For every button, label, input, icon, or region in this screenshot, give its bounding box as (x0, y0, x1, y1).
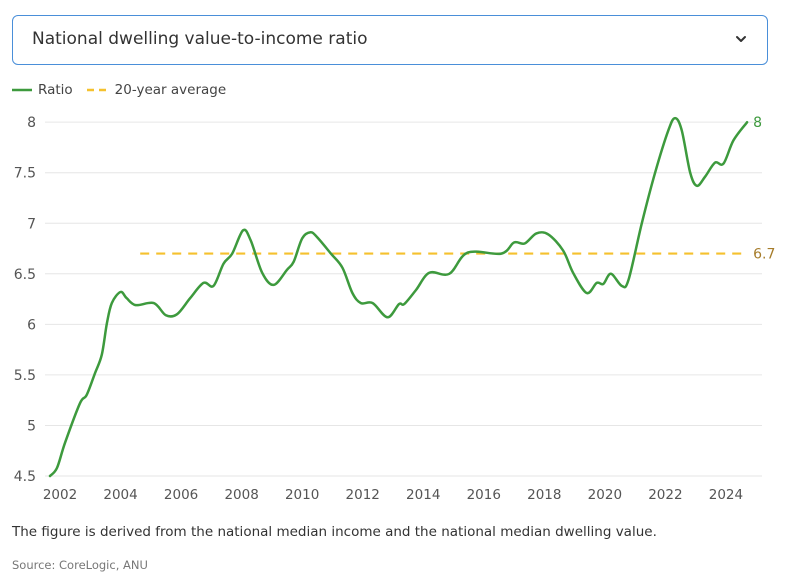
y-tick-label: 7 (27, 216, 36, 232)
average-end-label: 6.7 (753, 247, 775, 263)
chevron-down-icon (736, 36, 746, 42)
ratio-line (48, 116, 749, 478)
x-tick-label: 2004 (103, 487, 137, 503)
legend-item-ratio[interactable]: Ratio (12, 82, 73, 98)
y-tick-label: 7.5 (14, 166, 36, 182)
y-tick-label: 4.5 (14, 469, 36, 485)
y-tick-label: 6 (27, 317, 36, 333)
legend-label: 20-year average (114, 82, 227, 98)
x-tick-label: 2022 (648, 487, 682, 503)
chart-legend: Ratio 20-year average (12, 82, 240, 98)
x-tick-label: 2016 (467, 487, 501, 503)
x-tick-label: 2010 (285, 487, 319, 503)
chart-footnote: The figure is derived from the national … (12, 524, 657, 540)
legend-swatch-dashed-line-icon (86, 88, 109, 92)
x-tick-label: 2024 (709, 487, 743, 503)
x-tick-label: 2006 (164, 487, 198, 503)
x-tick-label: 2008 (224, 487, 258, 503)
y-tick-label: 5 (27, 418, 36, 434)
x-tick-label: 2020 (588, 487, 622, 503)
chart-source: Source: CoreLogic, ANU (12, 558, 148, 572)
x-tick-label: 2012 (346, 487, 380, 503)
legend-swatch-solid-line-icon (12, 88, 32, 92)
chart-selector-dropdown[interactable]: National dwelling value-to-income ratio (12, 15, 768, 65)
dropdown-selected-label: National dwelling value-to-income ratio (32, 29, 368, 49)
ratio-end-label: 8 (753, 115, 762, 131)
y-tick-label: 8 (27, 115, 36, 131)
legend-item-average[interactable]: 20-year average (86, 82, 227, 98)
x-tick-label: 2014 (406, 487, 440, 503)
y-tick-label: 6.5 (14, 267, 36, 283)
x-tick-label: 2002 (43, 487, 77, 503)
y-tick-label: 5.5 (14, 368, 36, 384)
legend-label: Ratio (38, 82, 73, 98)
x-tick-label: 2018 (527, 487, 561, 503)
